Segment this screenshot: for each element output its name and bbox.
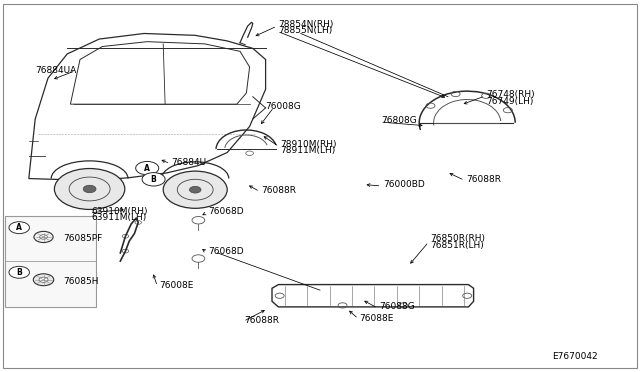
Text: 76088R: 76088R [244,316,280,325]
Text: 76088R: 76088R [466,175,501,184]
Text: A: A [16,223,22,232]
FancyBboxPatch shape [5,216,96,307]
Circle shape [33,274,54,286]
Text: B: B [151,175,156,184]
Text: 78855N(LH): 78855N(LH) [278,26,333,35]
Text: 78854N(RH): 78854N(RH) [278,20,334,29]
Circle shape [136,161,159,175]
Text: 78911M(LH): 78911M(LH) [280,146,335,155]
Circle shape [163,171,227,208]
Text: 76085PF: 76085PF [63,234,102,243]
Circle shape [9,222,29,234]
Circle shape [142,173,165,186]
Text: 76068D: 76068D [208,207,244,216]
Text: 76000BD: 76000BD [383,180,424,189]
Text: 63911M(LH): 63911M(LH) [91,213,146,222]
Text: 63910M(RH): 63910M(RH) [91,207,147,216]
Text: 76850R(RH): 76850R(RH) [430,234,485,243]
Text: 76008E: 76008E [159,281,193,290]
Text: 76085H: 76085H [63,278,98,286]
Circle shape [34,231,53,243]
Circle shape [40,235,47,239]
Text: 76068D: 76068D [208,247,244,256]
Text: 76808G: 76808G [381,116,417,125]
Text: 76884U: 76884U [172,158,207,167]
Text: 76008G: 76008G [266,102,301,110]
Circle shape [54,169,125,209]
Text: 76088E: 76088E [360,314,394,323]
Text: E7670042: E7670042 [552,352,597,361]
Text: 76749(LH): 76749(LH) [486,97,534,106]
Text: 76748(RH): 76748(RH) [486,90,535,99]
Text: 76088G: 76088G [379,302,415,311]
Text: A: A [144,164,150,173]
Circle shape [189,186,201,193]
Circle shape [83,185,96,193]
Circle shape [39,277,48,282]
Circle shape [9,266,29,278]
Text: 76088R: 76088R [261,186,296,195]
Text: 76851R(LH): 76851R(LH) [430,241,484,250]
Text: 78910M(RH): 78910M(RH) [280,140,337,149]
Text: 76884UA: 76884UA [35,66,76,75]
Text: B: B [17,268,22,277]
